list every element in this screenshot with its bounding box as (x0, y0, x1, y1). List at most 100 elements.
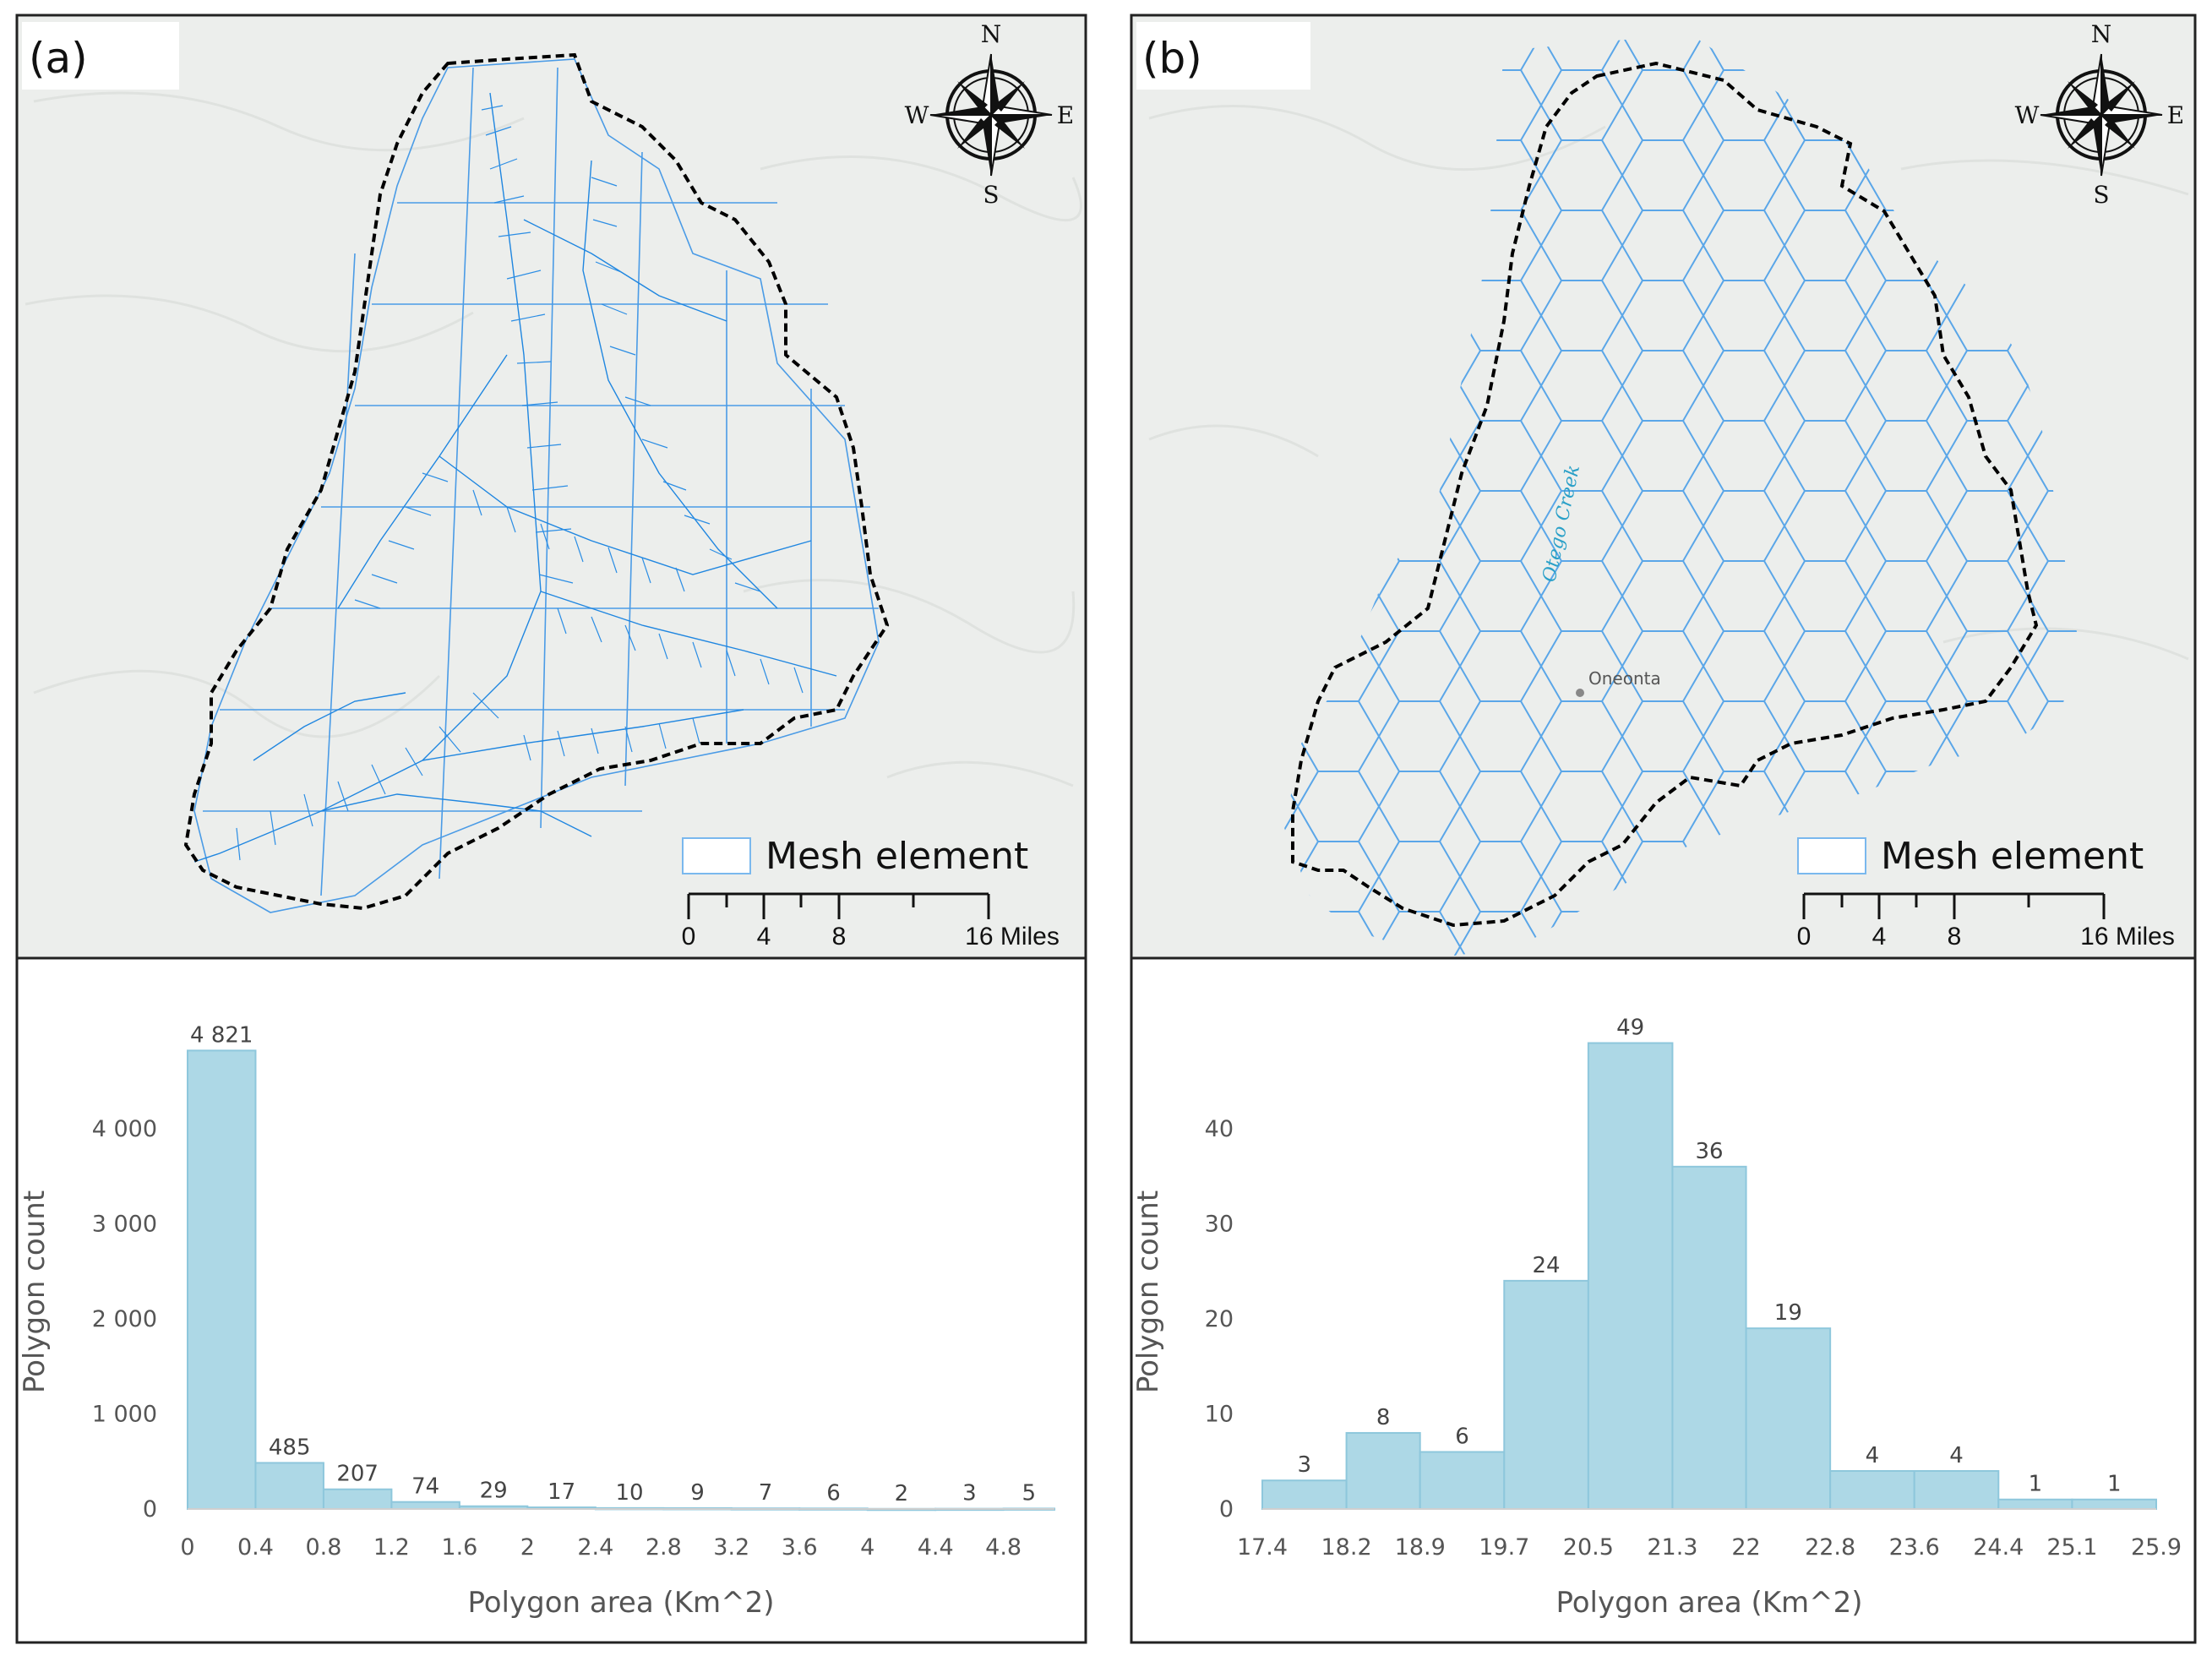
panel-b-compass-w: W (2015, 101, 2040, 129)
x-tick-label: 22.8 (1805, 1534, 1855, 1561)
x-tick-label: 18.2 (1321, 1534, 1372, 1561)
bar-data-label: 6 (826, 1480, 841, 1506)
bar-data-label: 485 (269, 1435, 311, 1460)
x-tick-label: 25.9 (2131, 1534, 2182, 1561)
histogram-bar (1587, 1042, 1674, 1510)
bar-data-label: 7 (759, 1480, 773, 1506)
panel-a-scale-tick-2: 8 (832, 923, 847, 951)
panel-b-compass-s: S (2093, 181, 2109, 209)
bar-data-label: 2 (895, 1481, 909, 1506)
bar-data-label: 24 (1533, 1253, 1561, 1278)
x-tick-label: 19.7 (1479, 1534, 1529, 1561)
x-tick-label: 2.8 (646, 1534, 682, 1561)
panel-a-compass-s: S (983, 181, 999, 209)
x-tick-label: 1.2 (373, 1534, 410, 1561)
panel-a-compass-w: W (905, 101, 929, 129)
x-tick-label: 2 (520, 1534, 535, 1561)
panel-a-basemap (17, 15, 1086, 958)
histogram-bar (390, 1501, 460, 1511)
panel-b-scale-tick-1: 4 (1872, 923, 1887, 951)
panel-a-mesh-hatching (236, 105, 804, 861)
bar-data-label: 6 (1455, 1424, 1469, 1449)
panel-a-scale-tick-3: 16 Miles (965, 923, 1060, 951)
x-tick-label: 0.8 (305, 1534, 341, 1561)
x-tick-label: 18.9 (1395, 1534, 1446, 1561)
panel-b-map: Oneonta Otego Creek (b) N E S W Mesh ele… (1131, 15, 2195, 958)
panel-b-compass-n: N (2091, 20, 2112, 48)
x-tick-label: 4.4 (918, 1534, 954, 1561)
bar-data-label: 9 (690, 1480, 705, 1506)
x-tick-label: 4.8 (985, 1534, 1022, 1561)
panel-a-legend-swatch (682, 837, 751, 874)
x-tick-label: 4 (860, 1534, 874, 1561)
y-tick-label: 30 (1205, 1211, 1234, 1237)
bar-data-label: 3 (962, 1481, 977, 1506)
x-tick-label: 3.2 (713, 1534, 749, 1561)
panel-b-compass-e: E (2167, 101, 2184, 129)
histogram-b: 0 10 20 30 40 3 8 6 24 49 36 19 4 4 1 1 17.4 18.2 18.9 19.7… (1131, 1016, 2182, 1620)
panel-b-scale-tick-2: 8 (1948, 923, 1962, 951)
bar-data-label: 3 (1298, 1452, 1312, 1478)
bar-data-label: 5 (1022, 1480, 1037, 1506)
histogram-bar (1829, 1469, 1915, 1510)
bar-data-label: 17 (548, 1479, 575, 1505)
x-axis-title: Polygon area (Km^2) (1555, 1586, 1862, 1620)
x-tick-label: 3.6 (782, 1534, 818, 1561)
histogram-bar (1419, 1451, 1506, 1510)
panel-b-place-marker-icon (1576, 689, 1584, 697)
panel-b-frame (1130, 14, 2197, 1644)
y-tick-label: 0 (1219, 1496, 1234, 1523)
y-axis-title: Polygon count (18, 1190, 52, 1393)
x-tick-label: 0.4 (237, 1534, 274, 1561)
y-tick-label: 0 (143, 1496, 157, 1523)
y-axis-title: Polygon count (1131, 1190, 1165, 1393)
panel-a-mesh-dense (193, 92, 837, 863)
histogram-bar (2071, 1498, 2158, 1511)
y-tick-label: 20 (1205, 1306, 1234, 1332)
x-tick-label: 17.4 (1237, 1534, 1288, 1561)
bar-data-label: 207 (336, 1462, 379, 1487)
bar-data-label: 49 (1616, 1016, 1644, 1041)
x-tick-label: 1.6 (441, 1534, 477, 1561)
bar-data-label: 4 (1949, 1443, 1964, 1468)
panel-b-label-box (1136, 22, 1310, 90)
panel-a-scale-tick-0: 0 (682, 923, 696, 951)
histogram-bar (1345, 1431, 1421, 1511)
histogram-bar (1261, 1479, 1348, 1511)
panel-a-compass-rose-icon: N E S W (905, 20, 1075, 209)
panel-a-legend-label: Mesh element (765, 835, 1028, 878)
bar-data-label: 10 (616, 1480, 644, 1506)
x-tick-label: 21.3 (1647, 1534, 1697, 1561)
panel-a-label-box (22, 22, 179, 90)
histogram-bar (1745, 1327, 1832, 1510)
panel-a-frame (15, 14, 1087, 1644)
y-tick-label: 4 000 (92, 1116, 157, 1142)
panel-b-legend: Mesh element (1797, 835, 2144, 878)
x-tick-label: 2.4 (577, 1534, 613, 1561)
y-tick-label: 2 000 (92, 1306, 157, 1332)
bar-data-label: 1 (2107, 1472, 2122, 1497)
panel-a-watershed-boundary (183, 52, 890, 911)
y-tick-label: 3 000 (92, 1211, 157, 1237)
panel-b-compass-rose-icon: N E S W (2015, 20, 2185, 209)
x-tick-label: 24.4 (1973, 1534, 2024, 1561)
histogram-bar (1671, 1165, 1747, 1510)
panel-a-compass-e: E (1057, 101, 1074, 129)
x-tick-label: 23.6 (1889, 1534, 1940, 1561)
panel-b-scale-tick-3: 16 Miles (2080, 923, 2175, 951)
bar-data-label: 4 (1866, 1443, 1880, 1468)
panel-a-label: (a) (29, 34, 88, 83)
panel-a-compass-n: N (981, 20, 1002, 48)
y-tick-label: 10 (1205, 1401, 1234, 1427)
histogram-bar (1997, 1498, 2073, 1511)
bar-data-label: 74 (411, 1474, 439, 1500)
panel-b-place-label: Oneonta (1588, 668, 1661, 689)
y-tick-label: 1 000 (92, 1401, 157, 1427)
panel-a-mesh-coarse (193, 58, 880, 913)
bar-data-label: 19 (1774, 1300, 1802, 1326)
bar-data-label: 1 (2029, 1472, 2043, 1497)
panel-a-map: (a) N E S W Mesh element (17, 15, 1086, 958)
y-tick-label: 40 (1205, 1116, 1234, 1142)
panel-a-scale-bar: 0 4 8 16 Miles (682, 892, 1060, 951)
